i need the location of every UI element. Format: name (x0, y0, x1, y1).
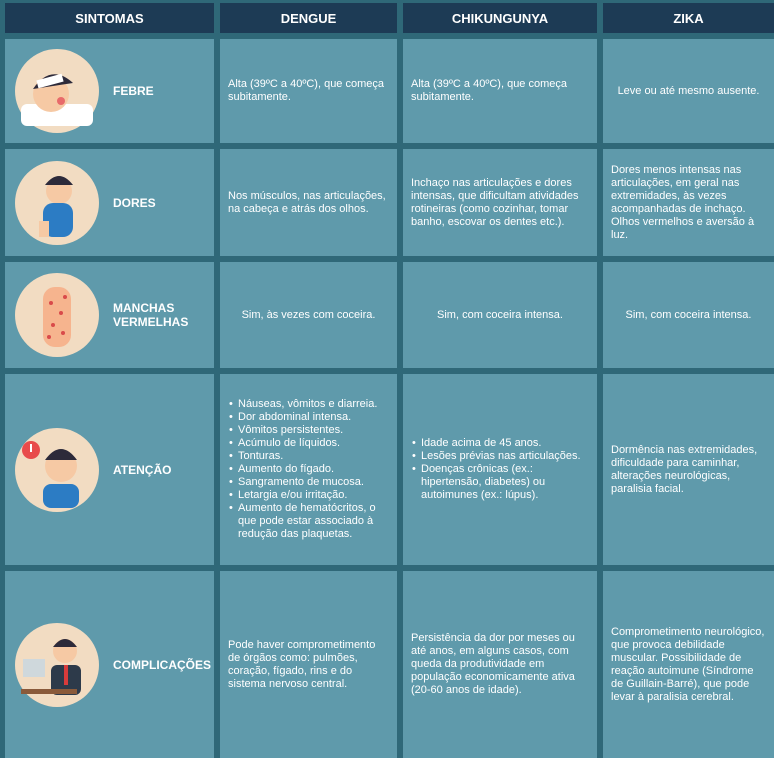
cell-text: Dormência nas extremidades, dificuldade … (611, 443, 758, 495)
cell-text: Pode haver comprometimento de órgãos com… (228, 638, 376, 690)
cell-text: Sim, com coceira intensa. (625, 308, 752, 321)
cell: Alta (39ºC a 40ºC), que começa subitamen… (403, 39, 597, 143)
column-header: ZIKA (603, 3, 774, 33)
symptom-cell: DORES (5, 149, 214, 256)
cell-text: Alta (39ºC a 40ºC), que começa subitamen… (411, 78, 567, 103)
symptom-cell: MANCHAS VERMELHAS (5, 262, 214, 368)
symptom-table: SINTOMAS DENGUE CHIKUNGUNYA ZIKA FEBRE Alta (… (5, 3, 774, 758)
symptom-label: DORES (113, 195, 156, 210)
cell: Dores menos intensas nas articulações, e… (603, 149, 774, 256)
cell: Pode haver comprometimento de órgãos com… (220, 571, 397, 758)
cell: Sim, com coceira intensa. (403, 262, 597, 368)
cell-text: Dores menos intensas nas articulações, e… (611, 163, 755, 241)
cell: Comprometimento neurológico, que provoca… (603, 571, 774, 758)
cell: Idade acima de 45 anos.Lesões prévias na… (403, 374, 597, 565)
bullet-item: Doenças crônicas (ex.: hipertensão, diab… (412, 463, 589, 502)
column-header: SINTOMAS (5, 3, 214, 33)
bullet-item: Tonturas. (229, 450, 389, 463)
cell: Nos músculos, nas articulações, na cabeç… (220, 149, 397, 256)
column-header: DENGUE (220, 3, 397, 33)
bullet-item: Vômitos persistentes. (229, 424, 389, 437)
cell-text: Alta (39ºC a 40ºC), que começa subitamen… (228, 78, 384, 103)
bullet-item: Aumento de hematócritos, o que pode esta… (229, 502, 389, 541)
bullet-item: Idade acima de 45 anos. (412, 437, 589, 450)
cell-text: Sim, com coceira intensa. (437, 308, 563, 321)
bullet-item: Dor abdominal intensa. (229, 411, 389, 424)
cell-text: Persistência da dor por meses ou até ano… (411, 632, 575, 696)
cell-text: Inchaço nas articulações e dores intensa… (411, 176, 579, 228)
symptom-label: ATENÇÃO (113, 462, 172, 477)
cell: Leve ou até mesmo ausente. (603, 39, 774, 143)
symptom-icon (15, 49, 99, 133)
cell: Náuseas, vômitos e diarreia.Dor abdomina… (220, 374, 397, 565)
cell: Persistência da dor por meses ou até ano… (403, 571, 597, 758)
bullet-item: Letargia e/ou irritação. (229, 489, 389, 502)
symptom-icon (15, 427, 99, 512)
symptom-label: FEBRE (113, 84, 154, 98)
cell-text: Comprometimento neurológico, que provoca… (611, 625, 765, 703)
cell: Inchaço nas articulações e dores intensa… (403, 149, 597, 256)
cell: Dormência nas extremidades, dificuldade … (603, 374, 774, 565)
cell-text: Nos músculos, nas articulações, na cabeç… (228, 189, 386, 215)
bullet-item: Sangramento de mucosa. (229, 476, 389, 489)
symptom-icon (15, 273, 99, 357)
symptom-label: MANCHAS VERMELHAS (113, 301, 189, 329)
bullet-item: Náuseas, vômitos e diarreia. (229, 398, 389, 411)
column-header: CHIKUNGUNYA (403, 3, 597, 33)
symptom-icon (15, 622, 99, 707)
cell: Alta (39ºC a 40ºC), que começa subitamen… (220, 39, 397, 143)
bullet-list: Idade acima de 45 anos.Lesões prévias na… (411, 437, 589, 502)
bullet-item: Lesões prévias nas articulações. (412, 450, 589, 463)
symptom-icon (15, 160, 99, 245)
symptom-label: COMPLICAÇÕES (113, 657, 212, 672)
bullet-list: Náuseas, vômitos e diarreia.Dor abdomina… (228, 398, 389, 541)
symptom-cell: COMPLICAÇÕES (5, 571, 214, 758)
cell: Sim, às vezes com coceira. (220, 262, 397, 368)
symptom-cell: ATENÇÃO (5, 374, 214, 565)
cell-text: Leve ou até mesmo ausente. (617, 84, 760, 97)
bullet-item: Aumento do fígado. (229, 463, 389, 476)
cell: Sim, com coceira intensa. (603, 262, 774, 368)
cell-text: Sim, às vezes com coceira. (241, 308, 376, 321)
symptom-cell: FEBRE (5, 39, 214, 143)
bullet-item: Acúmulo de líquidos. (229, 437, 389, 450)
